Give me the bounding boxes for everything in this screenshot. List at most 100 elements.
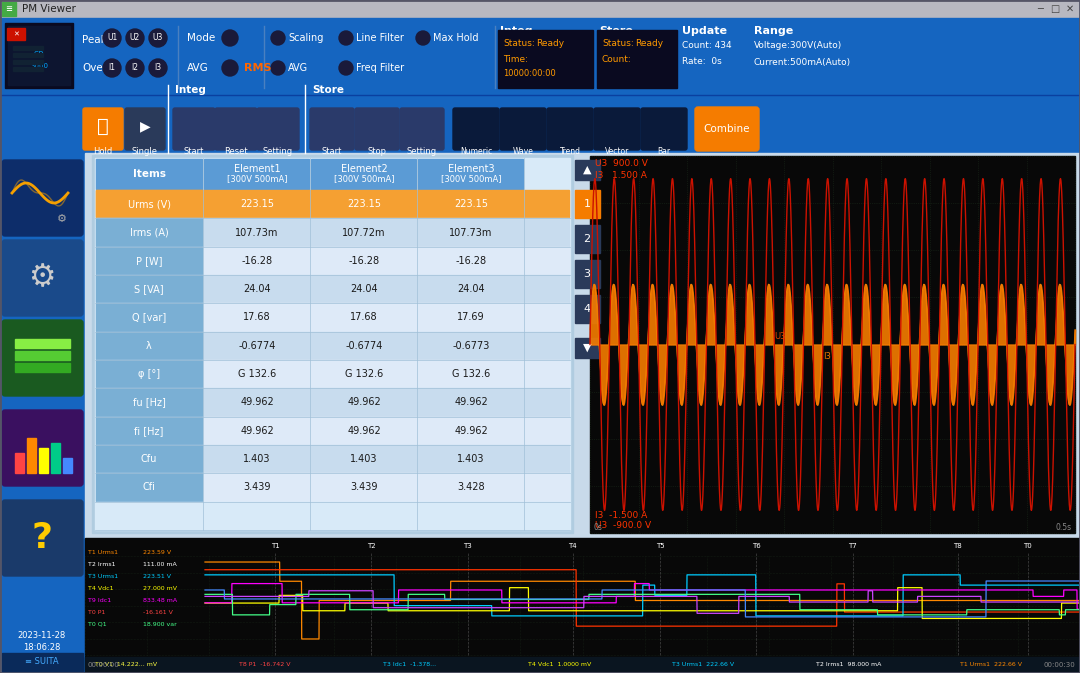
- Bar: [96, 159, 202, 189]
- Text: 107.73m: 107.73m: [449, 227, 492, 238]
- Text: Combine: Combine: [704, 124, 751, 134]
- FancyBboxPatch shape: [642, 108, 687, 150]
- Bar: [13, 67, 43, 71]
- Bar: [96, 417, 202, 444]
- Bar: [96, 275, 202, 302]
- Bar: [96, 417, 569, 444]
- Text: ⚙: ⚙: [57, 214, 67, 224]
- Text: Wave: Wave: [513, 147, 534, 155]
- Text: 223.15: 223.15: [347, 199, 381, 209]
- Text: U3  -900.0 V: U3 -900.0 V: [595, 522, 651, 530]
- Circle shape: [126, 59, 144, 77]
- Circle shape: [222, 30, 238, 46]
- FancyBboxPatch shape: [125, 108, 165, 150]
- Bar: [8, 26, 70, 85]
- Text: [300V 500mA]: [300V 500mA]: [334, 174, 394, 184]
- Bar: [96, 388, 569, 416]
- Text: T2: T2: [367, 543, 376, 549]
- Bar: [96, 445, 202, 472]
- Text: 49.962: 49.962: [240, 426, 274, 436]
- Text: ≡ SUITA: ≡ SUITA: [25, 658, 58, 666]
- Text: [300V 500mA]: [300V 500mA]: [441, 174, 501, 184]
- Bar: [96, 501, 569, 529]
- Text: 223.15: 223.15: [454, 199, 488, 209]
- Bar: [0, 153, 85, 673]
- Bar: [575, 160, 600, 180]
- Text: Line Filter: Line Filter: [356, 33, 404, 43]
- Text: T3 Idc1  -1.378...: T3 Idc1 -1.378...: [383, 662, 436, 668]
- FancyBboxPatch shape: [546, 108, 593, 150]
- Bar: [96, 247, 202, 274]
- Text: Setting: Setting: [262, 147, 293, 155]
- Text: Range: Range: [754, 26, 793, 36]
- Text: Reset: Reset: [225, 147, 247, 155]
- Text: 223.51 V: 223.51 V: [143, 573, 171, 579]
- Text: I3   1.500 A: I3 1.500 A: [595, 172, 647, 180]
- Text: Urms (V): Urms (V): [127, 199, 171, 209]
- Text: Over: Over: [82, 63, 107, 73]
- FancyBboxPatch shape: [215, 108, 257, 150]
- Text: 24.04: 24.04: [350, 284, 378, 294]
- Text: Integ: Integ: [175, 85, 206, 95]
- Text: T7: T7: [848, 543, 856, 549]
- Text: 27.000 mV: 27.000 mV: [143, 586, 177, 590]
- Text: Bar: Bar: [658, 147, 671, 155]
- Text: φ [°]: φ [°]: [138, 369, 160, 379]
- Bar: [96, 304, 569, 330]
- Text: ?: ?: [31, 521, 53, 555]
- Circle shape: [416, 31, 430, 45]
- Text: 3.439: 3.439: [350, 483, 378, 493]
- Circle shape: [149, 59, 167, 77]
- Text: 0s: 0s: [593, 523, 602, 532]
- FancyBboxPatch shape: [257, 108, 299, 150]
- Text: I3: I3: [154, 63, 162, 73]
- Bar: [0, 0, 1080, 18]
- Circle shape: [103, 59, 121, 77]
- Bar: [96, 332, 202, 359]
- Text: 4: 4: [583, 304, 591, 314]
- Bar: [15, 339, 70, 348]
- Text: Element1: Element1: [233, 164, 281, 174]
- Text: Hold: Hold: [93, 147, 112, 155]
- FancyBboxPatch shape: [173, 108, 215, 150]
- Text: -16.161 V: -16.161 V: [143, 610, 173, 614]
- Bar: [96, 360, 202, 388]
- FancyBboxPatch shape: [2, 500, 83, 576]
- Text: Element2: Element2: [340, 164, 388, 174]
- Bar: [13, 46, 43, 50]
- Bar: [498, 30, 593, 88]
- Bar: [2, 2, 16, 16]
- Text: T1: T1: [271, 543, 280, 549]
- Text: Mode: Mode: [187, 33, 215, 43]
- Text: ✕: ✕: [13, 31, 19, 37]
- Bar: [5, 23, 73, 88]
- Text: 17.69: 17.69: [457, 312, 485, 322]
- Bar: [96, 388, 202, 416]
- Text: ▲: ▲: [583, 165, 591, 175]
- Text: Count: 434: Count: 434: [681, 42, 731, 50]
- Bar: [311, 159, 416, 189]
- Bar: [204, 159, 309, 189]
- Text: 0.5s: 0.5s: [1056, 523, 1072, 532]
- Text: T0 Q1: T0 Q1: [87, 621, 107, 627]
- Bar: [590, 156, 1075, 533]
- Text: I1: I1: [108, 63, 116, 73]
- Circle shape: [271, 31, 285, 45]
- Circle shape: [222, 60, 238, 76]
- Text: Ready: Ready: [536, 38, 564, 48]
- Text: Numeric: Numeric: [460, 147, 492, 155]
- FancyBboxPatch shape: [83, 108, 123, 150]
- Bar: [96, 332, 569, 359]
- Text: Store: Store: [599, 26, 633, 36]
- Text: 49.962: 49.962: [454, 426, 488, 436]
- Bar: [96, 445, 569, 472]
- Text: Element3: Element3: [448, 164, 495, 174]
- Bar: [95, 158, 570, 530]
- Text: T5: T5: [656, 543, 664, 549]
- Text: Rate:  0s: Rate: 0s: [681, 57, 721, 67]
- Text: SP: SP: [33, 52, 44, 61]
- Bar: [85, 538, 1080, 673]
- Bar: [39, 448, 48, 473]
- Text: I2: I2: [132, 63, 138, 73]
- Text: 107.73m: 107.73m: [235, 227, 279, 238]
